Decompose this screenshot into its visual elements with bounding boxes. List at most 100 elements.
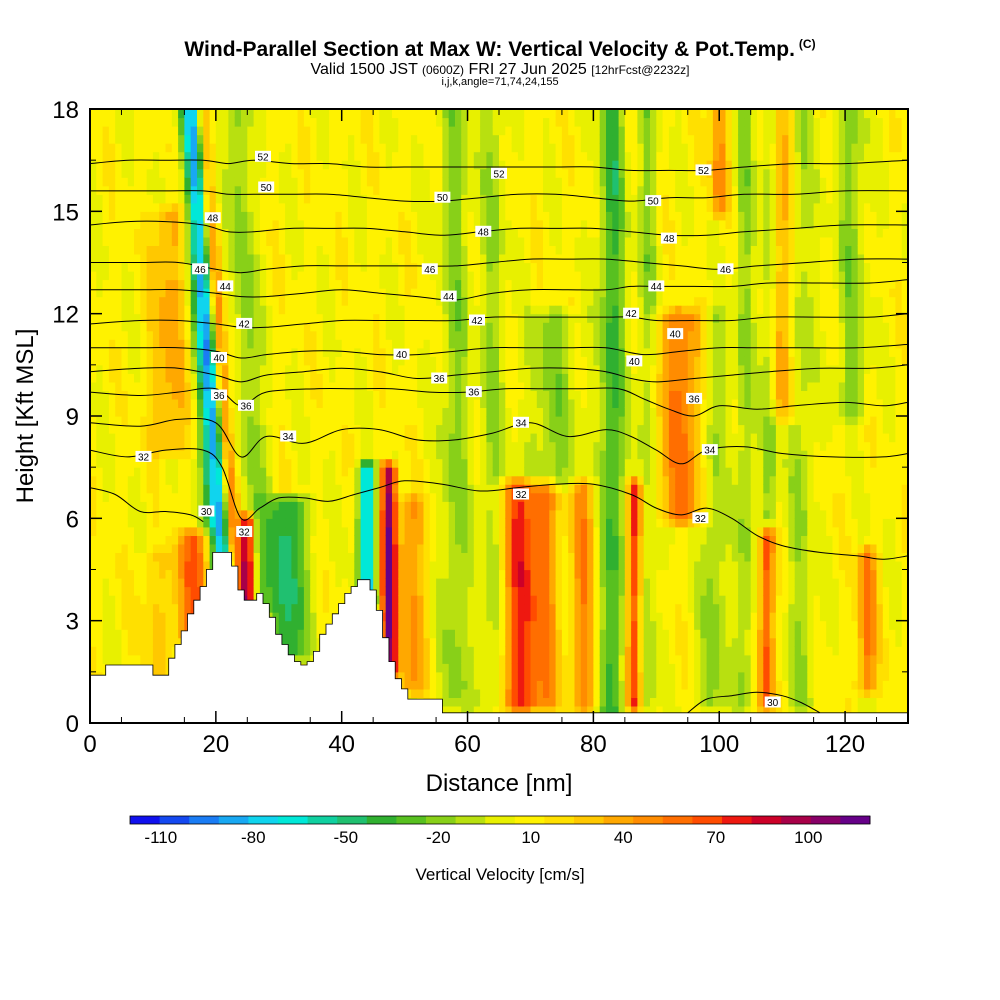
field-cell [297, 305, 305, 315]
field-cell [373, 177, 381, 187]
field-cell [429, 637, 437, 647]
field-cell [417, 612, 425, 622]
field-cell [499, 467, 506, 477]
field-cell [140, 330, 148, 340]
field-cell [184, 484, 192, 494]
field-cell [184, 228, 192, 238]
field-cell [499, 663, 506, 673]
field-cell [165, 467, 173, 477]
field-cell [102, 654, 110, 664]
field-cell [165, 364, 173, 374]
field-cell [360, 467, 368, 477]
field-cell [108, 117, 116, 127]
field-cell [511, 637, 519, 647]
field-cell [278, 211, 286, 221]
field-cell [134, 381, 141, 391]
field-cell [272, 228, 280, 238]
field-cell [480, 578, 487, 588]
field-cell [404, 535, 412, 545]
field-cell [190, 143, 198, 153]
field-cell [165, 177, 173, 187]
field-cell [102, 612, 110, 622]
field-cell [467, 339, 475, 349]
field-cell [329, 313, 336, 323]
field-cell [190, 126, 198, 136]
field-cell [285, 236, 292, 246]
field-cell [278, 236, 286, 246]
field-cell [121, 160, 129, 170]
field-cell [455, 509, 462, 519]
field-cell [442, 143, 450, 153]
field-cell [385, 313, 393, 323]
field-cell [310, 433, 318, 443]
field-cell [247, 160, 255, 170]
field-cell [385, 262, 393, 272]
field-cell [127, 185, 135, 195]
field-cell [499, 612, 506, 622]
field-cell [178, 467, 185, 477]
field-cell [329, 177, 336, 187]
field-cell [134, 228, 141, 238]
field-cell [448, 228, 456, 238]
field-cell [209, 364, 217, 374]
field-cell [360, 134, 368, 144]
field-cell [96, 254, 104, 264]
field-cell [373, 509, 381, 519]
field-cell [285, 407, 292, 417]
field-cell [146, 467, 154, 477]
field-cell [348, 305, 355, 315]
field-cell [524, 671, 532, 681]
field-cell [178, 194, 185, 204]
field-cell [285, 543, 292, 553]
field-cell [96, 305, 104, 315]
field-cell [184, 561, 192, 571]
field-cell [247, 424, 255, 434]
field-cell [171, 629, 179, 639]
field-cell [190, 279, 198, 289]
field-cell [436, 134, 443, 144]
field-cell [492, 177, 500, 187]
field-cell [146, 228, 154, 238]
field-cell [360, 168, 368, 178]
field-cell [310, 629, 318, 639]
field-cell [140, 407, 148, 417]
field-cell [429, 535, 437, 545]
field-cell [410, 501, 418, 511]
field-cell [517, 109, 525, 119]
field-cell [108, 501, 116, 511]
field-cell [134, 364, 141, 374]
field-cell [303, 330, 311, 340]
field-cell [517, 330, 525, 340]
field-cell [373, 552, 381, 562]
field-cell [278, 373, 286, 383]
field-cell [152, 117, 160, 127]
field-cell [360, 424, 368, 434]
field-cell [429, 518, 437, 528]
field-cell [152, 552, 160, 562]
field-cell [140, 117, 148, 127]
field-cell [316, 501, 324, 511]
field-cell [410, 569, 418, 579]
field-cell [171, 595, 179, 605]
field-cell [461, 160, 469, 170]
field-cell [234, 484, 242, 494]
field-cell [190, 356, 198, 366]
field-cell [165, 552, 173, 562]
field-cell [436, 637, 443, 647]
field-cell [159, 424, 167, 434]
field-cell [448, 654, 456, 664]
field-cell [385, 543, 393, 553]
field-cell [108, 492, 116, 502]
field-cell [379, 381, 387, 391]
field-cell [404, 569, 412, 579]
field-cell [385, 356, 393, 366]
field-cell [159, 151, 167, 161]
field-cell [398, 586, 406, 596]
field-cell [455, 398, 462, 408]
field-cell [505, 347, 513, 357]
field-cell [429, 160, 437, 170]
field-cell [108, 637, 116, 647]
field-cell [480, 177, 487, 187]
field-cell [335, 134, 343, 144]
field-cell [360, 296, 368, 306]
